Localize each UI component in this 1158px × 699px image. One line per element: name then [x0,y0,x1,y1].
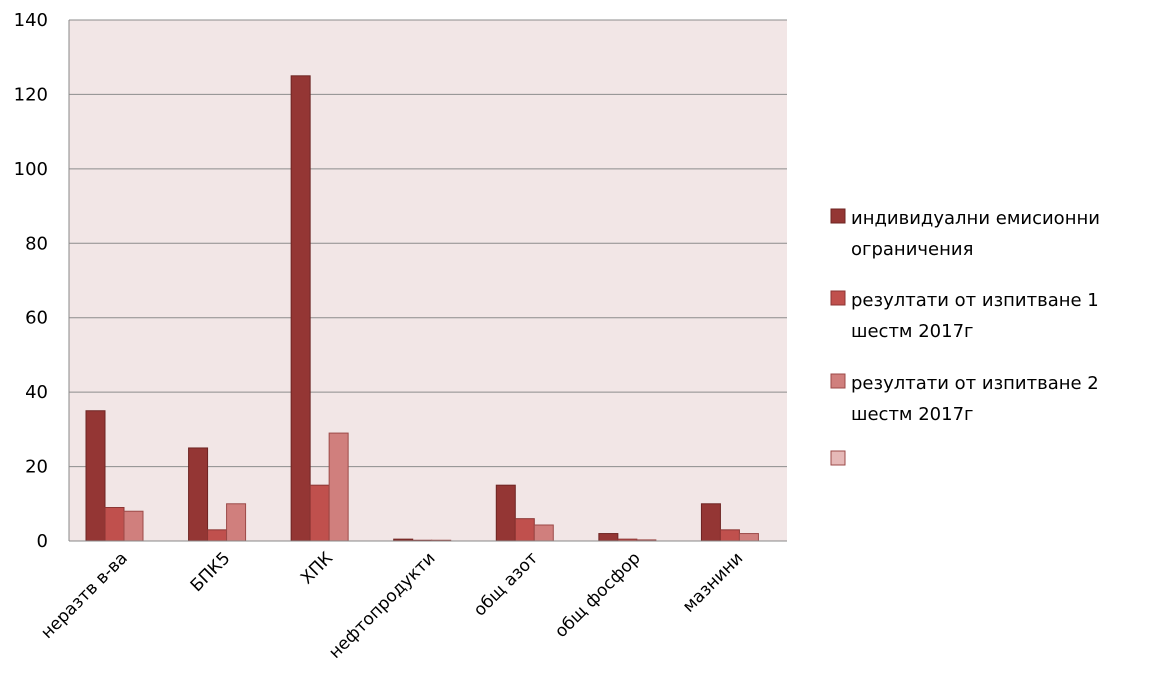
bar [328,432,349,542]
y-tick-label: 100 [14,159,48,180]
plot-area [69,20,787,541]
bar [514,518,535,542]
bar [123,510,144,542]
bar [738,533,759,542]
bar [309,484,330,542]
bar [188,447,209,542]
y-tick-label: 0 [37,531,48,552]
x-tick-label: неразтв в-ва [37,548,132,643]
legend-swatch [830,290,846,306]
bar [85,410,106,542]
bars [85,75,759,542]
y-tick-label: 60 [25,308,48,329]
x-tick-label: общ азот [470,548,542,620]
bar [598,533,619,542]
legend-label: резултати от изпитване 1 шестм 2017г [851,290,1099,342]
x-tick-label: ХПК [297,548,337,588]
bar [104,507,125,542]
bar [700,503,721,542]
legend-swatch [830,450,846,466]
bar [290,75,311,542]
y-tick-label: 40 [25,382,48,403]
x-tick-label: мазнини [679,548,747,616]
x-tick-label: БПК5 [187,548,235,596]
legend-swatch [830,208,846,224]
legend-swatch [830,373,846,389]
legend-label: резултати от изпитване 2 шестм 2017г [851,373,1099,425]
x-tick-label: нефтопродукти [325,548,439,662]
y-axis-ticks: 0 20 40 60 80 100 120 140 [14,10,48,552]
legend: индивидуални емисионни ограничения резулта… [830,208,1100,466]
y-tick-label: 120 [14,84,48,105]
bar [495,484,516,542]
x-tick-label: общ фосфор [551,548,645,642]
y-tick-label: 80 [25,233,48,254]
bar [207,529,228,542]
bar [226,503,247,542]
y-tick-label: 20 [25,457,48,478]
y-tick-label: 140 [14,10,48,31]
bar [533,524,554,542]
bar [719,529,740,542]
gridlines [69,19,787,468]
legend-label: индивидуални емисионни ограничения [851,208,1100,260]
